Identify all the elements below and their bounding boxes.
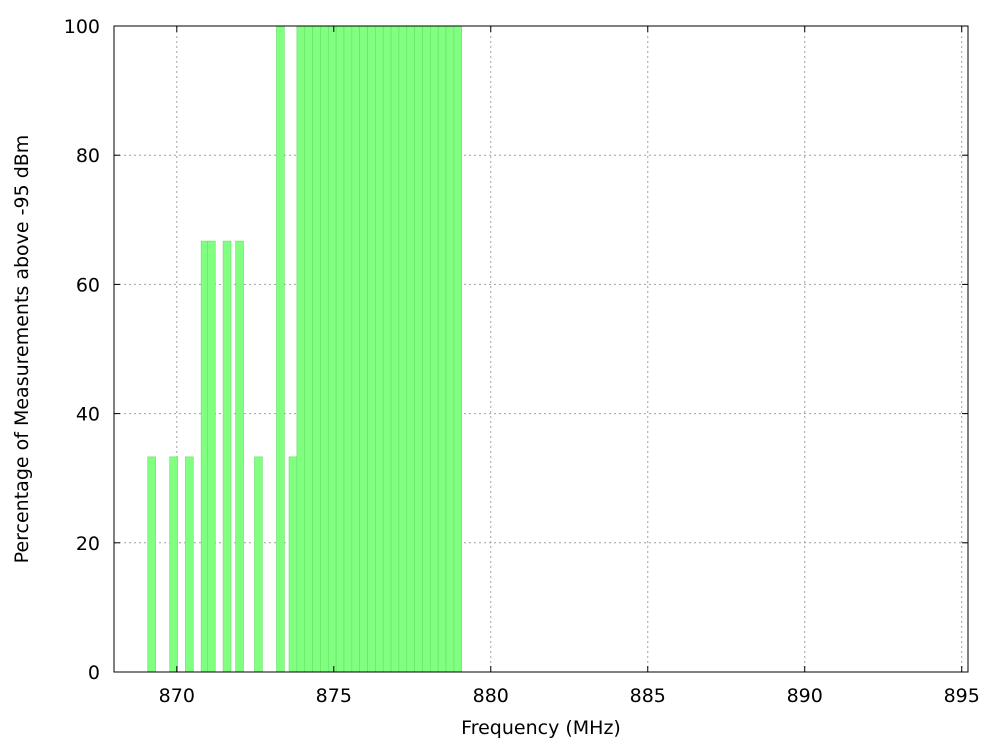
- bar: [367, 25, 376, 673]
- bar: [445, 25, 455, 673]
- y-tick-label: 40: [76, 404, 100, 426]
- bar: [296, 25, 306, 673]
- bars: [147, 25, 463, 673]
- bar: [288, 456, 298, 673]
- bar: [343, 25, 353, 673]
- bar: [169, 456, 178, 673]
- bar: [375, 25, 384, 673]
- x-tick-label: 890: [787, 685, 823, 707]
- bar: [185, 456, 194, 673]
- x-tick-label: 870: [159, 685, 195, 707]
- bar: [390, 25, 400, 673]
- x-tick-label: 880: [473, 685, 509, 707]
- bar: [453, 25, 463, 673]
- bar: [254, 456, 263, 673]
- bar: [222, 240, 232, 673]
- bar: [335, 25, 345, 673]
- bar: [437, 25, 447, 673]
- x-tick-label: 895: [944, 685, 980, 707]
- y-axis-title: Percentage of Measurements above -95 dBm: [11, 135, 33, 564]
- x-tick-label: 885: [630, 685, 666, 707]
- grid-lines: [114, 26, 968, 672]
- bar: [320, 25, 329, 673]
- bar: [147, 456, 156, 673]
- bar: [414, 25, 423, 673]
- x-tick-labels: 870 875 880 885 890 895: [159, 685, 980, 707]
- plot-frame: [113, 25, 969, 673]
- y-tick-label: 20: [76, 533, 100, 555]
- y-tick-label: 0: [88, 662, 100, 684]
- y-tick-label: 100: [64, 16, 100, 38]
- x-tick-label: 875: [316, 685, 352, 707]
- ticks: [114, 25, 968, 673]
- bar: [276, 25, 285, 673]
- bar: [327, 25, 337, 673]
- bar: [235, 240, 244, 673]
- bar: [382, 25, 392, 673]
- y-tick-label: 60: [76, 274, 100, 296]
- y-tick-label: 80: [76, 145, 100, 167]
- x-axis-title: Frequency (MHz): [461, 717, 621, 739]
- bar: [406, 25, 415, 673]
- bar: [422, 25, 431, 673]
- y-tick-labels: 0 20 40 60 80 100: [64, 16, 100, 684]
- bar: [398, 25, 408, 673]
- bar: [359, 25, 368, 673]
- bar: [351, 25, 360, 673]
- bar: [304, 25, 313, 673]
- bar: [312, 25, 321, 673]
- bar: [430, 25, 439, 673]
- bar: [207, 240, 216, 673]
